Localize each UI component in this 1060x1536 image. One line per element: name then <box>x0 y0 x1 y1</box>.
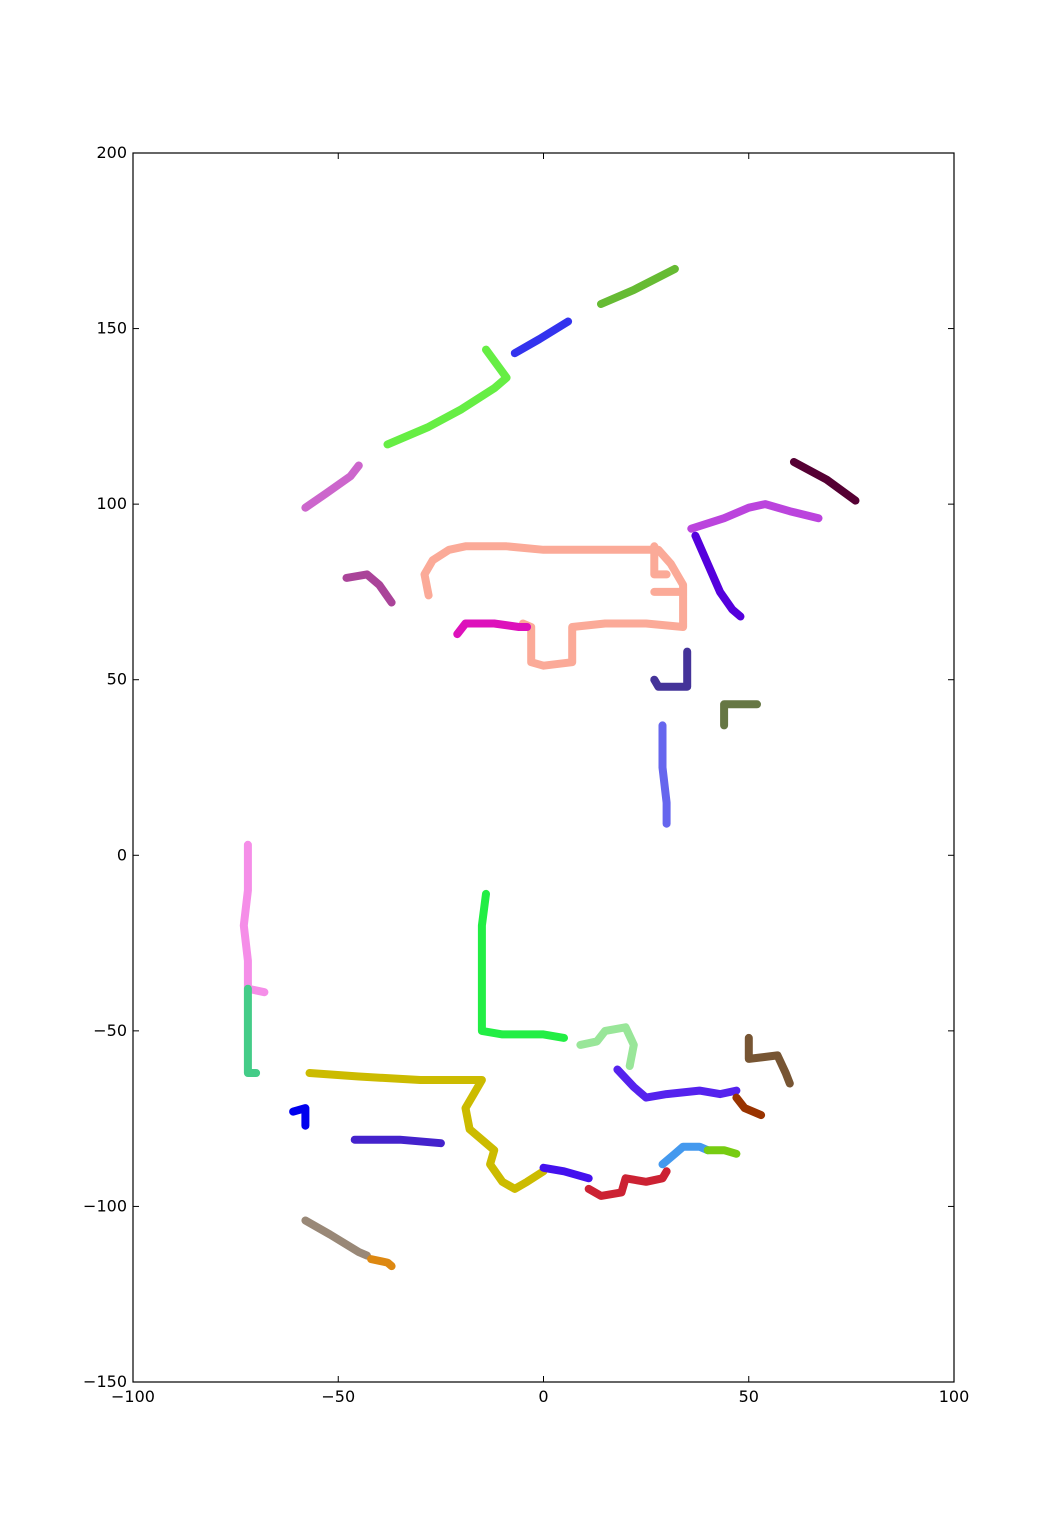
series-segment-2 <box>510 317 573 358</box>
series-segment-27 <box>703 1146 741 1158</box>
y-tick-label: 150 <box>96 319 127 338</box>
series-segment-23 <box>350 1135 445 1148</box>
x-tick-label: 0 <box>538 1387 548 1406</box>
series-segment-10 <box>453 619 532 639</box>
series-segment-3 <box>383 345 511 449</box>
series-segment-24 <box>539 1163 593 1183</box>
series-segment-8 <box>420 542 688 670</box>
series-segment-22 <box>289 1104 310 1130</box>
series-segment-16 <box>477 889 568 1042</box>
series-segment-26 <box>658 1142 712 1169</box>
x-tick-label: 100 <box>939 1387 970 1406</box>
series-segment-18 <box>744 1033 794 1088</box>
y-tick-label: 100 <box>96 494 127 513</box>
series-segment-12 <box>720 700 761 730</box>
plot-series <box>239 264 860 1271</box>
series-segment-17 <box>576 1023 638 1070</box>
series-segment-15 <box>243 984 261 1077</box>
series-segment-4 <box>301 461 363 512</box>
series-segment-7 <box>691 531 745 621</box>
y-tick-label: 50 <box>107 670 127 689</box>
series-segment-21 <box>305 1069 548 1193</box>
series-segment-20 <box>732 1093 766 1120</box>
series-segment-8b <box>650 542 671 579</box>
series-segment-13 <box>658 721 671 828</box>
series-segment-19 <box>613 1065 741 1102</box>
series-segment-28 <box>301 1216 371 1260</box>
y-tick-label: −150 <box>83 1372 127 1391</box>
series-segment-6 <box>687 500 823 533</box>
series-segment-11 <box>650 647 692 691</box>
series-segment-1 <box>597 264 679 308</box>
x-tick-label: −100 <box>111 1387 155 1406</box>
y-tick-label: −50 <box>93 1021 127 1040</box>
axis-ticks <box>132 152 955 1383</box>
series-segment-25 <box>584 1167 671 1200</box>
y-tick-label: −100 <box>83 1196 127 1215</box>
x-tick-label: 50 <box>739 1387 759 1406</box>
y-tick-label: 200 <box>96 143 127 162</box>
series-segment-9 <box>342 570 396 607</box>
x-tick-label: −50 <box>321 1387 355 1406</box>
series-segment-29 <box>367 1255 396 1271</box>
y-tick-label: 0 <box>117 845 127 864</box>
series-segment-5 <box>789 458 860 505</box>
